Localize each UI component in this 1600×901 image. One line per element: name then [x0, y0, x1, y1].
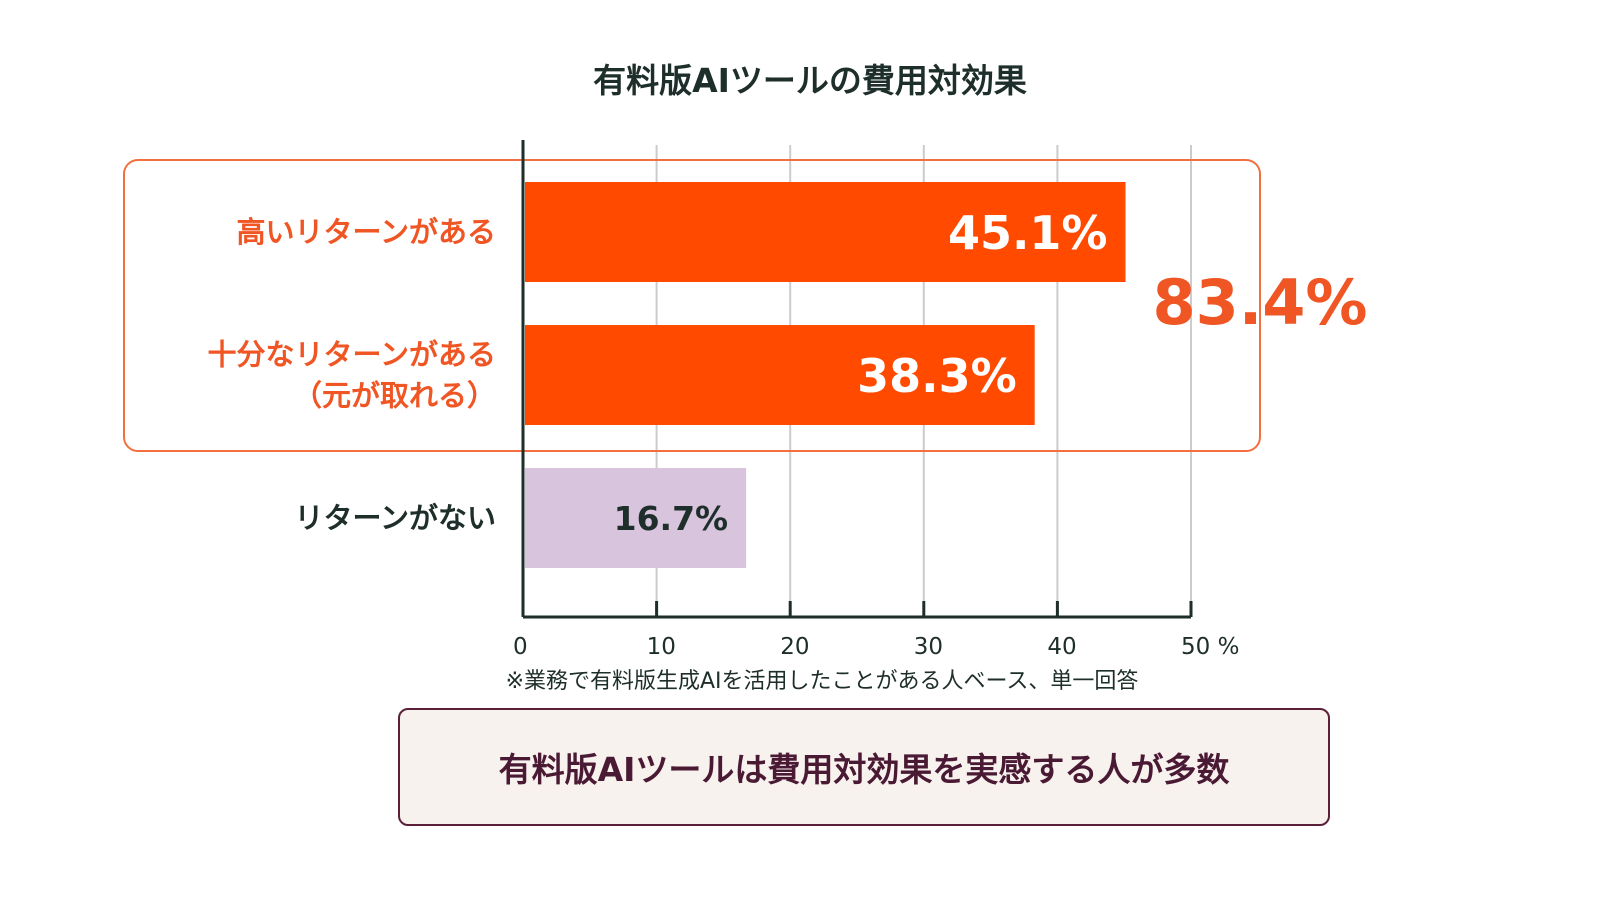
- category-label-1: 十分なリターンがある: [207, 338, 496, 372]
- bar-value-label-2: 16.7%: [614, 499, 729, 538]
- positive-return-group-box: [123, 159, 1261, 452]
- x-tick-label: 40: [1047, 634, 1076, 660]
- bar-1: [525, 325, 1035, 425]
- x-tick-label: 20: [780, 634, 809, 660]
- x-tick-label: 0: [513, 634, 528, 660]
- x-tick-label: 10: [647, 634, 676, 660]
- conclusion-box: 有料版AIツールは費用対効果を実感する人が多数: [398, 708, 1330, 826]
- bars: 45.1% 38.3% 16.7%: [525, 182, 1126, 568]
- group-total-label: 83.4%: [1152, 266, 1367, 339]
- category-label-0: 高いリターンがある: [236, 215, 496, 249]
- bar-2: [525, 468, 747, 568]
- x-tick-label: 50 %: [1181, 634, 1239, 660]
- bar-value-label-0: 45.1%: [948, 206, 1108, 260]
- bar-value-label-1: 38.3%: [857, 349, 1017, 403]
- bar-0: [525, 182, 1126, 282]
- chart-title: 有料版AIツールの費用対効果: [593, 61, 1027, 100]
- conclusion-text: 有料版AIツールは費用対効果を実感する人が多数: [498, 750, 1230, 789]
- category-label-2: リターンがない: [294, 501, 496, 535]
- footnote: ※業務で有料版生成AIを活用したことがある人ベース、単一回答: [506, 669, 1139, 694]
- x-tick-label: 30: [914, 634, 943, 660]
- category-label-1: （元が取れる）: [293, 379, 496, 413]
- axes: 0 10 20 30 40 50 %: [513, 140, 1239, 660]
